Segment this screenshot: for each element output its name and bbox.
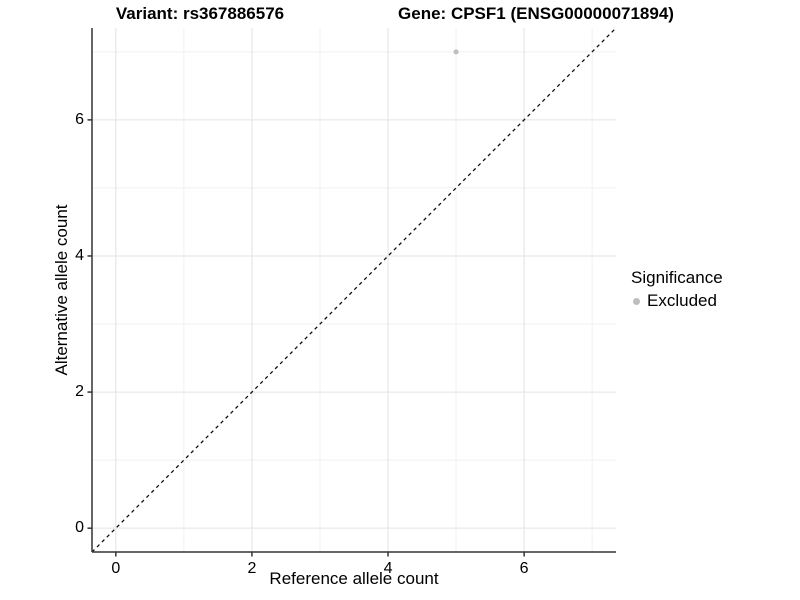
legend-entry-excluded: Excluded: [631, 291, 723, 311]
plot-title-gene: Gene: CPSF1 (ENSG00000071894): [398, 4, 674, 23]
x-tick-label-4: 4: [383, 560, 393, 577]
identity-line: [91, 27, 617, 553]
y-axis-title: Alternative allele count: [52, 204, 71, 376]
legend-point-icon: [633, 297, 640, 305]
legend: Significance Excluded: [631, 268, 723, 311]
x-axis-title: Reference allele count: [269, 569, 439, 588]
data-point-0: [453, 49, 459, 55]
y-tick-label-4: 4: [75, 246, 84, 264]
x-tick-label-2: 2: [247, 560, 257, 577]
legend-entry-label: Excluded: [647, 291, 717, 310]
y-tick-label-6: 6: [75, 110, 84, 128]
y-tick-label-2: 2: [75, 383, 84, 401]
x-tick-label-0: 0: [111, 560, 121, 577]
y-tick-label-0: 0: [75, 519, 84, 537]
x-tick-label-6: 6: [519, 560, 529, 577]
plot-title-variant: Variant: rs367886576: [115, 4, 285, 23]
legend-title: Significance: [631, 268, 723, 287]
